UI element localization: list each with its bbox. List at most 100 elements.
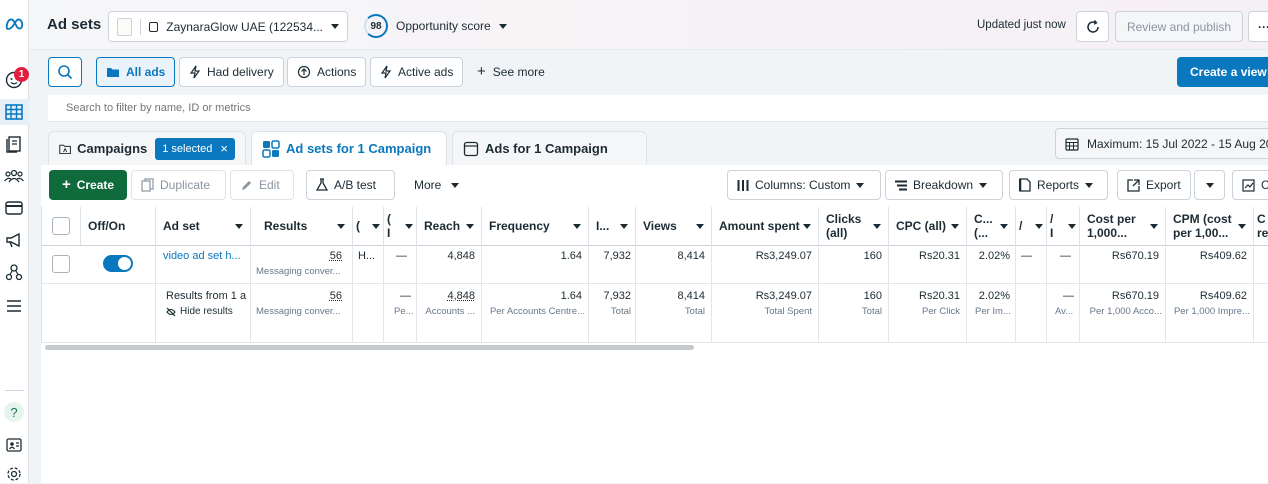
- opportunity-score-button[interactable]: 98 Opportunity score: [364, 14, 507, 38]
- col-sep: [1253, 245, 1254, 343]
- duplicate-label: Duplicate: [160, 178, 211, 192]
- active-ads-filter[interactable]: Active ads: [370, 57, 464, 87]
- tab-ads[interactable]: Ads for 1 Campaign: [452, 131, 647, 165]
- col-header-amount-spent[interactable]: Amount spent: [712, 207, 819, 245]
- active-ads-label: Active ads: [398, 65, 454, 79]
- export-label: Export: [1146, 178, 1181, 192]
- tab-ad-sets[interactable]: Ad sets for 1 Campaign: [251, 131, 447, 165]
- more-options-button[interactable]: ···: [1248, 11, 1268, 42]
- col-header-reach[interactable]: Reach: [417, 207, 482, 245]
- duplicate-button[interactable]: Duplicate: [131, 170, 226, 200]
- col-header-narrow-b[interactable]: / I: [1047, 207, 1080, 245]
- col-header-clicks[interactable]: Clicks (all): [819, 207, 889, 245]
- chevron-down-icon: [1205, 182, 1214, 188]
- total-views-sub: Total: [684, 306, 705, 317]
- col-header-views[interactable]: Views: [636, 207, 712, 245]
- narrow-a-value: —: [1021, 250, 1032, 262]
- chevron-down-icon: [451, 182, 460, 188]
- col-header-results[interactable]: Results: [251, 207, 353, 245]
- col-sep: [966, 245, 967, 343]
- duplicate-icon: [141, 178, 154, 192]
- date-range-picker[interactable]: Maximum: 15 Jul 2022 - 15 Aug 20: [1055, 128, 1268, 159]
- billing-card-icon[interactable]: [4, 198, 24, 218]
- reach-value: 4,848: [447, 250, 475, 262]
- selected-badge[interactable]: 1 selected ×: [155, 137, 235, 160]
- megaphone-icon[interactable]: [4, 230, 24, 250]
- sort-icon: [1238, 223, 1246, 229]
- col-sep: [818, 245, 819, 343]
- col-header-adset[interactable]: Ad set: [156, 207, 251, 245]
- search-toggle-button[interactable]: [48, 57, 82, 87]
- business-tools-icon[interactable]: [4, 262, 24, 282]
- create-button[interactable]: + Create: [49, 170, 127, 200]
- more-dropdown[interactable]: More: [414, 178, 460, 192]
- select-all-checkbox[interactable]: [52, 217, 70, 235]
- breakdown-dropdown[interactable]: Breakdown: [885, 170, 1003, 200]
- all-ads-filter[interactable]: All ads: [96, 57, 176, 87]
- tab-campaigns-label: Campaigns: [77, 141, 148, 156]
- col-header-cost-per-1000[interactable]: Cost per 1,000...: [1080, 207, 1166, 245]
- total-ctr-value: 2.02%: [978, 290, 1010, 302]
- campaign-folder-icon: [59, 144, 71, 154]
- hide-results-button[interactable]: Hide results: [166, 306, 233, 317]
- eye-off-icon: [166, 307, 176, 316]
- charts-button[interactable]: C: [1232, 170, 1268, 200]
- table-grid-icon[interactable]: [4, 102, 24, 122]
- refresh-button[interactable]: [1076, 11, 1109, 42]
- horizontal-scrollbar[interactable]: [45, 345, 694, 350]
- cpm-value: Rs409.62: [1199, 250, 1247, 262]
- col-header-ctr[interactable]: C... (...: [967, 207, 1016, 245]
- tab-campaigns[interactable]: Campaigns 1 selected ×: [48, 131, 246, 165]
- audiences-icon[interactable]: [4, 166, 24, 186]
- account-selector[interactable]: ZaynaraGlow UAE (122534...: [108, 11, 348, 42]
- total-bid-sub: Pe...: [394, 306, 414, 317]
- total-frequency-sub: Per Accounts Centre...: [489, 306, 585, 317]
- opportunity-score-label: Opportunity score: [396, 19, 491, 33]
- pages-icon[interactable]: [4, 134, 24, 154]
- settings-gear-icon[interactable]: [4, 464, 24, 484]
- col-header-bid[interactable]: (I: [384, 207, 417, 245]
- export-button[interactable]: Export: [1117, 170, 1191, 200]
- header-divider: [41, 245, 1268, 246]
- adset-name-link[interactable]: video ad set h...: [163, 250, 241, 262]
- results-value: 56: [329, 250, 342, 262]
- account-info-icon[interactable]: [4, 435, 24, 455]
- col-header-frequency[interactable]: Frequency: [482, 207, 589, 245]
- edit-button[interactable]: Edit: [230, 170, 294, 200]
- create-view-button[interactable]: Create a view: [1177, 57, 1268, 87]
- see-more-button[interactable]: + See more: [477, 64, 545, 79]
- total-results-value: 56: [329, 290, 342, 302]
- review-publish-button[interactable]: Review and publish: [1115, 11, 1243, 42]
- actions-filter[interactable]: Actions: [287, 57, 367, 87]
- col-header-delivery[interactable]: (: [353, 207, 384, 245]
- columns-dropdown[interactable]: Columns: Custom: [727, 170, 881, 200]
- menu-hamburger-icon[interactable]: [4, 296, 24, 316]
- see-more-label: See more: [492, 65, 545, 79]
- col-header-cpm[interactable]: CPM (cost per 1,00...: [1166, 207, 1254, 245]
- search-input[interactable]: [66, 99, 666, 117]
- opportunity-score-ring: 98: [364, 14, 388, 38]
- close-icon[interactable]: ×: [220, 141, 228, 156]
- ab-test-button[interactable]: A/B test: [306, 170, 395, 200]
- total-cpm-value: Rs409.62: [1199, 290, 1247, 302]
- col-sep: [711, 245, 712, 343]
- sort-icon: [1000, 223, 1008, 229]
- col-header-narrow-a[interactable]: /: [1016, 207, 1047, 245]
- breakdown-label: Breakdown: [913, 178, 974, 192]
- col-header-offon[interactable]: Off/On: [81, 207, 156, 245]
- total-ctr-sub: Per Im...: [975, 306, 1011, 317]
- meta-logo-icon[interactable]: [4, 14, 24, 34]
- ad-page-icon: [463, 141, 479, 156]
- had-delivery-filter[interactable]: Had delivery: [179, 57, 284, 87]
- export-dropdown[interactable]: [1194, 170, 1225, 200]
- row-checkbox[interactable]: [52, 255, 70, 273]
- col-header-impressions[interactable]: I...: [589, 207, 636, 245]
- reports-dropdown[interactable]: Reports: [1009, 170, 1108, 200]
- total-narrow-b-sub: Av...: [1055, 306, 1074, 317]
- frequency-value: 1.64: [560, 250, 582, 262]
- col-header-cpc[interactable]: CPC (all): [889, 207, 967, 245]
- help-icon[interactable]: ?: [4, 402, 24, 422]
- on-off-toggle[interactable]: [103, 255, 133, 272]
- active-nav-indicator: [0, 99, 29, 125]
